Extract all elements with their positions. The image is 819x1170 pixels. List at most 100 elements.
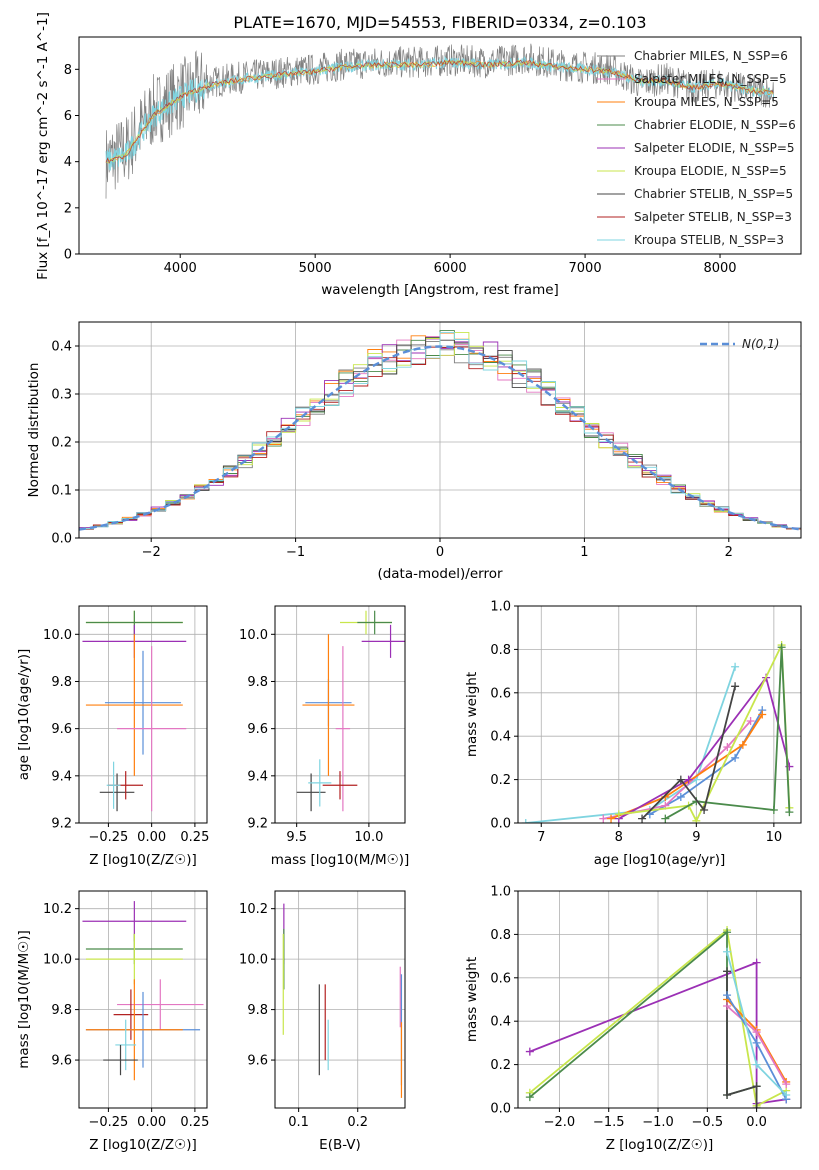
plot-area-mass-vs-ebv xyxy=(282,903,403,1098)
panel-mass-vs-z: −0.25 0.00 0.25 9.6 9.8 10.0 10.2 Z [log10(Z/Z☉… xyxy=(16,890,209,1153)
y-tick-label: 0.2 xyxy=(51,436,72,451)
weight-marker xyxy=(525,1047,534,1056)
x-tick-label: 9 xyxy=(692,830,700,845)
x-tick-label: 0.25 xyxy=(180,1115,209,1130)
y-tick-label: 4 xyxy=(64,155,72,170)
x-tick-label: 8000 xyxy=(703,261,736,276)
weight-marker xyxy=(752,1038,761,1047)
weight-line xyxy=(618,675,791,820)
y-tick-label: 0.8 xyxy=(490,928,511,943)
y-tick-label: 1.0 xyxy=(490,600,511,615)
x-tick-label: 9.5 xyxy=(286,830,307,845)
weight-marker xyxy=(731,682,740,691)
y-tick-label: 9.4 xyxy=(51,769,72,784)
x-tick-label: −1.0 xyxy=(642,1115,674,1130)
legend-entry: Kroupa MILES, N_SSP=5 xyxy=(634,95,779,109)
x-tick-label: 0.25 xyxy=(180,830,209,845)
y-tick-label: 0.2 xyxy=(490,773,511,788)
x-tick-label: 0.2 xyxy=(347,1115,368,1130)
x-axis-label: Z [log10(Z/Z☉)] xyxy=(89,852,197,868)
y-tick-label: 9.8 xyxy=(247,1003,268,1018)
plot-area-mass-weight-vs-z xyxy=(525,926,791,1108)
weight-marker xyxy=(521,819,530,823)
x-tick-label: 0.0 xyxy=(746,1115,767,1130)
weight-marker xyxy=(746,717,755,726)
y-tick-label: 10.0 xyxy=(43,953,72,968)
model-line xyxy=(105,59,774,162)
weight-marker xyxy=(676,775,685,784)
x-tick-label: 4000 xyxy=(164,261,197,276)
x-axis-label: E(B-V) xyxy=(319,1137,361,1153)
plot-area-mass-weight-vs-age xyxy=(521,641,794,823)
y-tick-label: 0.0 xyxy=(490,1102,511,1117)
y-tick-label: 0 xyxy=(64,248,72,263)
weight-marker xyxy=(785,808,794,817)
weight-marker xyxy=(738,740,747,749)
weight-marker xyxy=(731,662,740,671)
axes-frame xyxy=(517,605,802,824)
weight-marker xyxy=(723,1090,732,1099)
y-tick-label: 0.3 xyxy=(51,388,72,403)
x-tick-label: 5000 xyxy=(299,261,332,276)
weight-marker xyxy=(684,775,693,784)
plot-area-age-vs-z xyxy=(82,610,187,812)
weight-marker xyxy=(723,743,732,752)
plot-area-age-vs-mass xyxy=(296,610,405,812)
y-tick-label: 10.2 xyxy=(43,902,72,917)
spectrum-line-data xyxy=(105,43,775,199)
x-tick-label: 1 xyxy=(580,545,588,560)
weight-line xyxy=(618,644,791,823)
y-tick-label: 0.2 xyxy=(490,1058,511,1073)
panel-mass-vs-ebv: 0.1 0.2 9.6 9.8 10.0 10.2 E(B-V) xyxy=(239,890,406,1153)
x-tick-label: −0.5 xyxy=(692,1115,724,1130)
weight-marker xyxy=(752,958,761,967)
y-tick-label: 9.6 xyxy=(51,722,72,737)
weight-marker xyxy=(782,1080,791,1089)
y-axis-label: mass weight xyxy=(464,957,480,1042)
panel-spectrum: 4000 5000 6000 7000 8000 0 2 4 6 8 wavelength [Ang… xyxy=(35,12,802,298)
legend: Chabrier MILES, N_SSP=6 Salpeter MILES, N… xyxy=(597,49,796,247)
x-tick-label: 8 xyxy=(615,830,623,845)
weight-marker xyxy=(777,643,786,652)
y-tick-label: 9.2 xyxy=(51,817,72,832)
axes-frame xyxy=(517,890,802,1109)
weight-line xyxy=(664,647,791,820)
y-tick-label: 2 xyxy=(64,201,72,216)
panel-mass-weight-vs-z: −2.0 −1.5 −1.0 −0.5 0.0 0.0 0.2 0.4 0.6 0.8 1.0 Z [… xyxy=(464,885,802,1153)
panel-residuals: −2 −1 0 1 2 0.0 0.1 0.2 0.3 0.4 N(0,1) (data-model)… xyxy=(26,321,802,582)
plot-area-mass-vs-z xyxy=(82,901,204,1081)
y-tick-label: 10.2 xyxy=(239,902,268,917)
weight-marker xyxy=(731,753,740,762)
y-axis-label: Flux [f_λ 10^-17 erg cm^-2 s^-1 A^-1] xyxy=(35,12,51,280)
x-tick-label: 2 xyxy=(725,545,733,560)
y-tick-label: 0.6 xyxy=(490,686,511,701)
y-tick-label: 0.4 xyxy=(490,730,511,745)
axes-frame xyxy=(78,36,802,255)
weight-marker xyxy=(752,1028,761,1037)
x-axis-label: age [log10(age/yr)] xyxy=(594,852,726,868)
legend-entry: Chabrier ELODIE, N_SSP=6 xyxy=(634,118,796,132)
y-tick-label: 6 xyxy=(64,109,72,124)
legend-entry: Salpeter ELODIE, N_SSP=5 xyxy=(634,141,795,155)
weight-marker xyxy=(638,814,647,823)
axes-frame xyxy=(78,321,802,539)
y-tick-label: 9.8 xyxy=(247,675,268,690)
axes-frame xyxy=(274,890,406,1109)
panel-age-vs-mass: 9.5 10.0 9.2 9.4 9.6 9.8 10.0 mass [log10(M/M☉)… xyxy=(239,605,409,868)
weight-marker xyxy=(676,792,685,801)
weight-marker xyxy=(752,1082,761,1091)
weight-line xyxy=(529,930,757,1098)
panel-mass-weight-vs-age: 7 8 9 10 0.0 0.2 0.4 0.6 0.8 1.0 age [log10(age/yr… xyxy=(464,600,802,868)
weight-marker xyxy=(758,710,767,719)
weight-marker xyxy=(752,1060,761,1069)
x-axis-label: Z [log10(Z/Z☉)] xyxy=(606,1137,714,1153)
x-tick-label: −0.25 xyxy=(88,1115,128,1130)
weight-marker xyxy=(607,814,616,823)
y-tick-label: 0.0 xyxy=(490,817,511,832)
y-tick-label: 10.0 xyxy=(239,628,268,643)
model-line xyxy=(105,58,774,164)
weight-marker xyxy=(782,1090,791,1099)
y-tick-label: 0.0 xyxy=(51,532,72,547)
weight-marker xyxy=(723,1002,732,1011)
weight-line xyxy=(641,686,736,820)
